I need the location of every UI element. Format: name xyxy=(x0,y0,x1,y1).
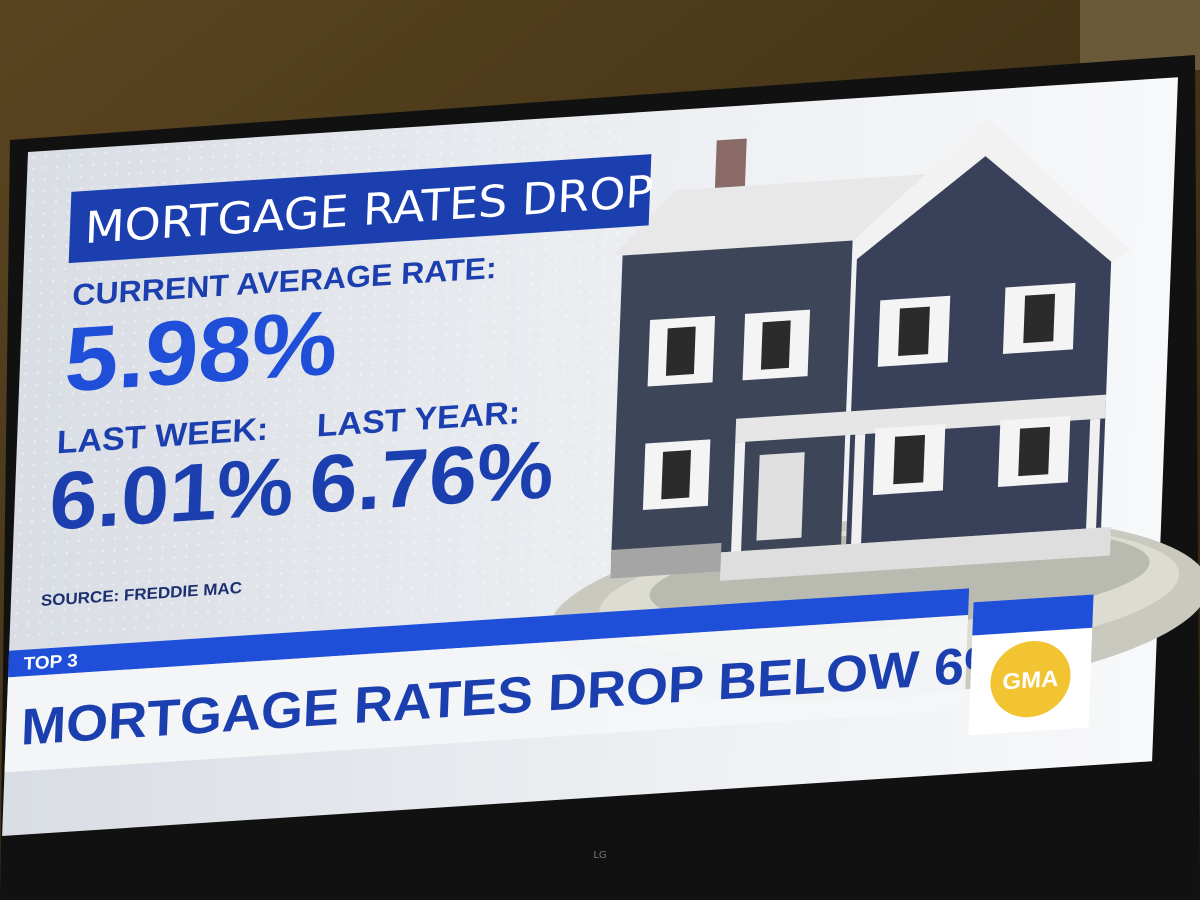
headline-band xyxy=(4,614,969,773)
tag-bar xyxy=(8,588,970,678)
last-week-value: 6.01% xyxy=(48,440,295,547)
current-value: 5.98% xyxy=(63,291,339,411)
tag: TOP 3 xyxy=(23,650,78,674)
screen: MORTGAGE RATES DROP CURRENT AVERAGE RATE… xyxy=(2,77,1200,837)
house xyxy=(610,118,1132,581)
last-year-value: 6.76% xyxy=(308,423,555,530)
logo-text: GMA xyxy=(1002,665,1059,694)
title-box xyxy=(68,154,652,264)
gma-logo: GMA xyxy=(968,594,1094,736)
tv-brand: LG xyxy=(593,850,606,861)
